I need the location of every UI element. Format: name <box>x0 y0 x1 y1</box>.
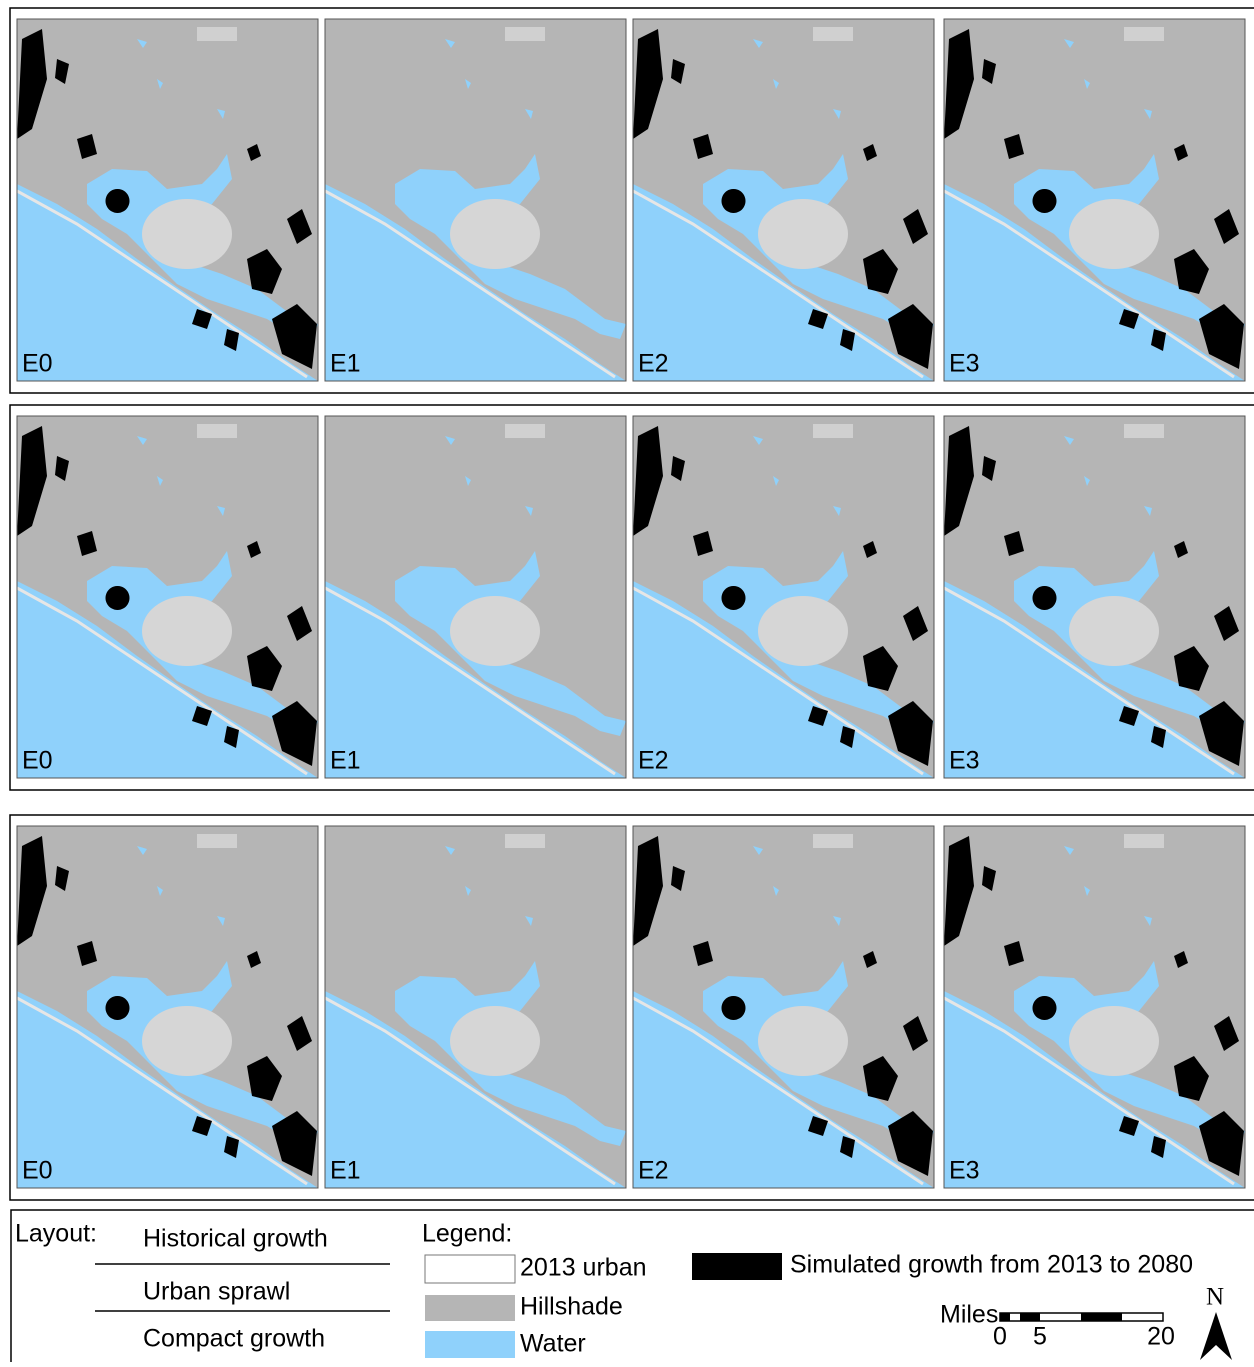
legend-swatch <box>692 1253 782 1280</box>
map-row: E0 E1 E2 E3 <box>10 405 1254 790</box>
legend-item: Water <box>520 1330 586 1358</box>
panel-label: E2 <box>638 350 669 378</box>
panel-label: E3 <box>949 747 980 775</box>
map-panel: E0 <box>17 416 318 778</box>
figure: E0 E1 E2 E3 E0 E1 E2 E3 E0 E1 E2 E3 Layout: Histori… <box>0 0 1254 1362</box>
map-row: E0 E1 E2 E3 <box>10 815 1254 1200</box>
panel-label: E2 <box>638 1157 669 1185</box>
legend-panel: Layout: Historical growth Urban sprawl C… <box>11 1210 1254 1362</box>
map-panel: E3 <box>944 826 1245 1188</box>
basemap <box>325 826 626 1188</box>
panel-label: E2 <box>638 747 669 775</box>
legend-swatch <box>425 1255 515 1283</box>
map-panel: E3 <box>944 19 1245 381</box>
layout-item: Historical growth <box>143 1225 328 1253</box>
map-panel: E2 <box>633 19 934 381</box>
layout-item: Compact growth <box>143 1325 325 1353</box>
map-panel: E1 <box>325 826 626 1188</box>
map-panel: E0 <box>17 826 318 1188</box>
legend-item: Simulated growth from 2013 to 2080 <box>790 1251 1193 1279</box>
panel-label: E1 <box>330 747 361 775</box>
scale-label: 20 <box>1147 1323 1175 1351</box>
scale-label: 0 <box>993 1323 1007 1351</box>
map-panel: E1 <box>325 416 626 778</box>
panel-label: E0 <box>22 350 53 378</box>
panel-label: E0 <box>22 1157 53 1185</box>
panel-label: E3 <box>949 350 980 378</box>
legend-item: Hillshade <box>520 1293 623 1321</box>
map-panel: E2 <box>633 826 934 1188</box>
legend-title: Legend: <box>422 1220 512 1248</box>
panel-label: E1 <box>330 350 361 378</box>
layout-title: Layout: <box>15 1220 97 1248</box>
map-panel: E0 <box>17 19 318 381</box>
map-panel: E1 <box>325 19 626 381</box>
basemap <box>325 19 626 381</box>
panel-label: E3 <box>949 1157 980 1185</box>
layout-item: Urban sprawl <box>143 1278 290 1306</box>
scale-unit: Miles <box>940 1301 998 1329</box>
panel-label: E0 <box>22 747 53 775</box>
map-panel: E2 <box>633 416 934 778</box>
legend-item: 2013 urban <box>520 1254 647 1282</box>
north-label: N <box>1206 1284 1224 1311</box>
legend-swatch <box>425 1295 515 1321</box>
scale-label: 5 <box>1033 1323 1047 1351</box>
map-grid: E0 E1 E2 E3 E0 E1 E2 E3 E0 E1 E2 E3 <box>10 8 1254 1200</box>
legend-swatch <box>425 1331 515 1358</box>
map-row: E0 E1 E2 E3 <box>10 8 1254 393</box>
basemap <box>325 416 626 778</box>
panel-label: E1 <box>330 1157 361 1185</box>
north-arrow <box>1200 1312 1232 1360</box>
scale-bar <box>1000 1313 1163 1321</box>
map-panel: E3 <box>944 416 1245 778</box>
